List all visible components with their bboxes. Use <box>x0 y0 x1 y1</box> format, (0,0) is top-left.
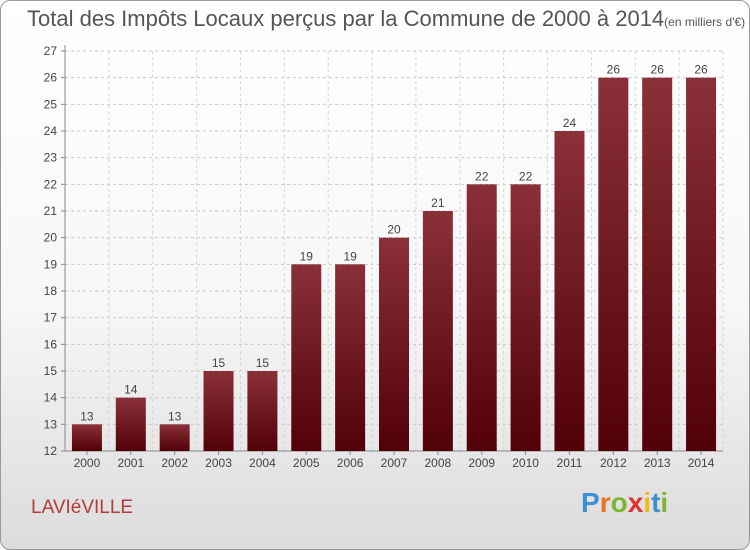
y-tick-label: 27 <box>44 44 58 58</box>
logo-letter: i <box>643 487 652 518</box>
x-tick-label-2004: 2004 <box>249 456 276 470</box>
logo-letter: r <box>599 487 611 518</box>
bar-2009 <box>466 184 497 452</box>
bar-2004 <box>247 371 278 451</box>
logo-letter: x <box>627 487 644 518</box>
x-tick-label-2010: 2010 <box>512 456 539 470</box>
y-tick-label: 17 <box>44 311 58 325</box>
proxiti-logo: Proxiti <box>581 487 668 519</box>
logo-letter: o <box>610 487 628 518</box>
x-tick-label-2005: 2005 <box>293 456 320 470</box>
y-tick-label: 18 <box>44 284 58 298</box>
y-tick-label: 26 <box>44 71 58 85</box>
bar-2013 <box>642 77 673 452</box>
y-axis: 12 13 14 15 16 17 18 19 20 21 22 23 24 25 26 27 <box>44 44 66 458</box>
x-tick-label-2014: 2014 <box>688 456 715 470</box>
bar-2000 <box>71 424 102 451</box>
y-tick-label: 25 <box>44 97 58 111</box>
x-tick-label-2002: 2002 <box>161 456 188 470</box>
bars <box>71 77 717 452</box>
bar-2007 <box>379 237 409 451</box>
logo-letter: P <box>581 487 600 518</box>
bar-2010 <box>510 184 541 452</box>
chart-title-main: Total des Impôts Locaux perçus par la Co… <box>27 6 665 31</box>
x-tick-label-2011: 2011 <box>557 456 583 470</box>
x-tick-label-2009: 2009 <box>468 456 495 470</box>
value-label-2011: 24 <box>563 116 577 130</box>
y-tick-label: 14 <box>44 391 58 405</box>
value-label-2007: 20 <box>387 223 401 237</box>
value-label-2013: 26 <box>651 63 665 77</box>
y-tick-label: 12 <box>44 444 58 458</box>
y-tick-label: 21 <box>44 204 58 218</box>
bar-2012 <box>598 77 629 452</box>
x-tick-label-2001: 2001 <box>117 456 144 470</box>
x-tick-label-2000: 2000 <box>74 456 101 470</box>
x-tick-label-2007: 2007 <box>381 456 408 470</box>
value-label-2004: 15 <box>256 356 270 370</box>
bar-2001 <box>115 397 146 451</box>
value-label-2009: 22 <box>475 169 489 183</box>
commune-name: LAVIéVILLE <box>31 497 134 518</box>
x-tick-label-2013: 2013 <box>644 456 671 470</box>
x-tick-label-2008: 2008 <box>425 456 452 470</box>
y-tick-label: 19 <box>44 257 58 271</box>
logo-letter: t <box>651 487 661 518</box>
value-label-2010: 22 <box>519 169 533 183</box>
bar-2003 <box>203 371 234 451</box>
value-label-2012: 26 <box>607 63 621 77</box>
y-tick-label: 20 <box>44 231 58 245</box>
x-tick-label-2012: 2012 <box>600 456 627 470</box>
value-labels: 13 14 13 15 15 19 19 20 21 22 22 24 26 26 26 <box>80 63 708 424</box>
value-label-2014: 26 <box>694 63 708 77</box>
bar-2011 <box>554 131 585 451</box>
y-tick-label: 13 <box>44 417 58 431</box>
bar-2002 <box>159 424 190 451</box>
bar-2008 <box>422 211 453 451</box>
x-tick-label-2006: 2006 <box>337 456 364 470</box>
bar-2005 <box>291 264 322 451</box>
chart-title: Total des Impôts Locaux perçus par la Co… <box>27 6 745 32</box>
y-tick-label: 24 <box>44 124 58 138</box>
y-tick-label: 23 <box>44 151 58 165</box>
value-label-2005: 19 <box>300 249 314 263</box>
logo-letter: i <box>660 487 669 518</box>
value-label-2003: 15 <box>212 356 226 370</box>
value-label-2008: 21 <box>431 196 445 210</box>
x-axis: 2000 2001 2002 2003 2004 2005 2006 2007 2008 2009… <box>65 450 723 470</box>
value-label-2002: 13 <box>168 409 182 423</box>
y-tick-label: 16 <box>44 337 58 351</box>
bar-2006 <box>335 264 366 451</box>
bar-2014 <box>686 77 717 452</box>
value-label-2006: 19 <box>343 249 357 263</box>
chart-subtitle: (en milliers d'€) <box>664 15 746 29</box>
y-tick-label: 22 <box>44 177 58 191</box>
y-tick-label: 15 <box>44 364 58 378</box>
x-tick-label-2003: 2003 <box>205 456 232 470</box>
value-label-2000: 13 <box>80 409 94 423</box>
value-label-2001: 14 <box>124 383 138 397</box>
